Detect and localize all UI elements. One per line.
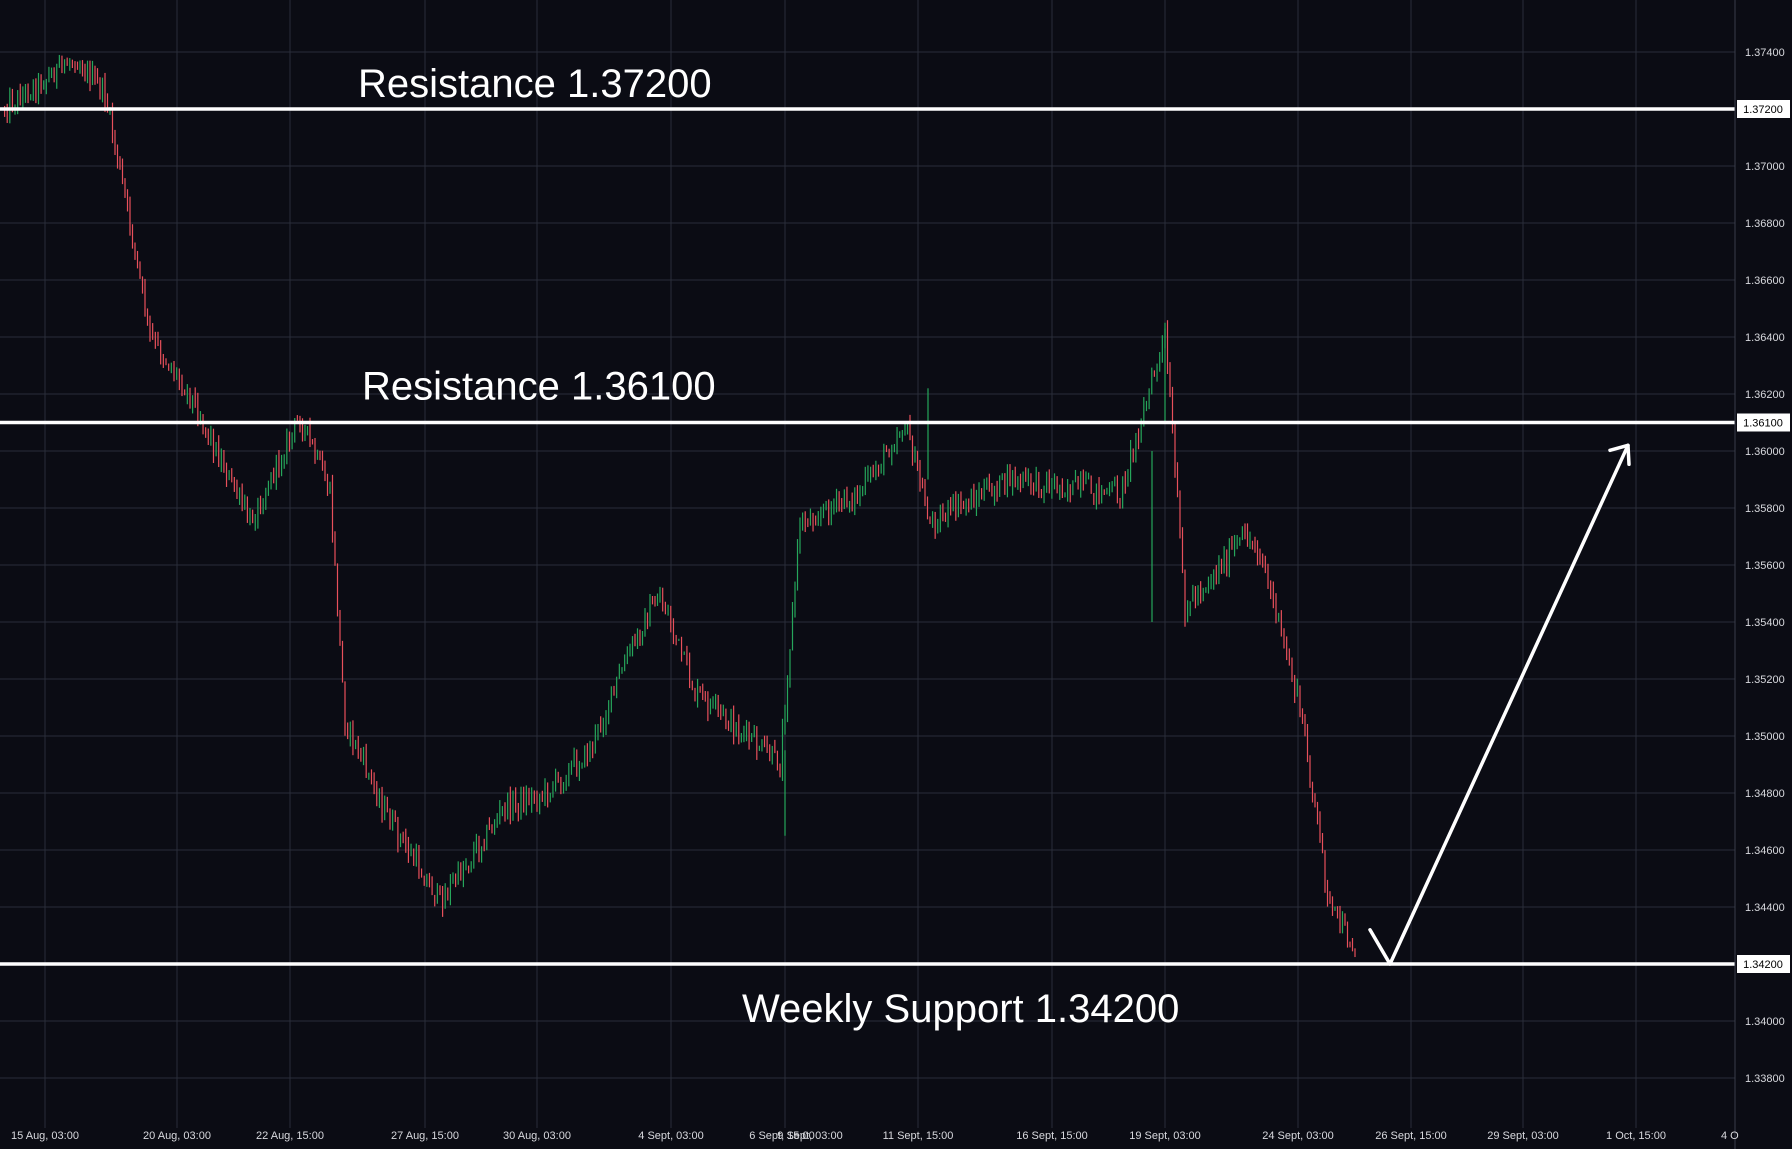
y-tick-label: 1.34400: [1745, 902, 1785, 914]
x-tick-label: 29 Sept, 03:00: [1487, 1130, 1559, 1142]
price-tag-label: 1.36100: [1743, 418, 1783, 430]
x-tick-label: 26 Sept, 15:00: [1375, 1130, 1447, 1142]
price-tags: 1.37200 1.36100 1.34200: [1737, 100, 1790, 973]
y-tick-label: 1.34000: [1745, 1016, 1785, 1028]
horizontal-grid: [0, 51, 1735, 1079]
x-tick-label: 9 Sept, 03:00: [777, 1130, 842, 1142]
level-label: Resistance 1.36100: [362, 365, 716, 409]
y-tick-label: 1.34800: [1745, 788, 1785, 800]
x-tick-label: 15 Aug, 03:00: [11, 1130, 79, 1142]
y-tick-label: 1.36400: [1745, 332, 1785, 344]
y-tick-label: 1.33800: [1745, 1073, 1785, 1085]
x-tick-label: 4 O: [1721, 1130, 1739, 1142]
y-tick-label: 1.35400: [1745, 617, 1785, 629]
x-tick-label: 11 Sept, 15:00: [883, 1130, 954, 1142]
level-label: Resistance 1.37200: [358, 62, 712, 106]
price-tag: [1737, 100, 1790, 118]
price-tag: [1737, 413, 1790, 432]
price-tag-label: 1.34200: [1743, 959, 1783, 971]
x-tick-label: 30 Aug, 03:00: [503, 1130, 571, 1142]
x-tick-label: 24 Sept, 03:00: [1262, 1130, 1334, 1142]
x-tick-label: 19 Sept, 03:00: [1129, 1130, 1201, 1142]
projection-path: [1368, 443, 1630, 966]
price-tag-label: 1.37200: [1743, 104, 1783, 116]
y-tick-label: 1.37400: [1745, 47, 1785, 59]
price-axis[interactable]: 1.33800 1.34000 1.34400 1.34600 1.34800 1.350…: [1745, 47, 1785, 1085]
level-labels: Resistance 1.37200 Resistance 1.36100 Week…: [358, 62, 1179, 1031]
time-axis[interactable]: 15 Aug, 03:00 20 Aug, 03:00 22 Aug, 15:00 2…: [11, 1130, 1739, 1142]
y-tick-label: 1.35800: [1745, 503, 1785, 515]
y-tick-label: 1.35600: [1745, 560, 1785, 572]
y-tick-label: 1.35000: [1745, 731, 1785, 743]
x-tick-label: 6 Sept, 15:00: [749, 1130, 814, 1142]
level-label: Weekly Support 1.34200: [742, 987, 1179, 1031]
y-tick-label: 1.34600: [1745, 845, 1785, 857]
x-tick-label: 16 Sept, 15:00: [1016, 1130, 1088, 1142]
projection-arrow: [1368, 443, 1631, 966]
x-tick-label: 1 Oct, 15:00: [1606, 1130, 1666, 1142]
price-tag: [1737, 955, 1790, 973]
x-tick-label: 4 Sept, 03:00: [638, 1130, 703, 1142]
vertical-grid: [44, 0, 1637, 1128]
y-tick-label: 1.36200: [1745, 389, 1785, 401]
level-lines: [0, 107, 1735, 966]
y-tick-label: 1.36600: [1745, 275, 1785, 287]
candlestick-series: [4, 54, 1356, 958]
x-tick-label: 22 Aug, 15:00: [256, 1130, 324, 1142]
y-tick-label: 1.36000: [1745, 446, 1785, 458]
y-tick-label: 1.37000: [1745, 161, 1785, 173]
x-tick-label: 27 Aug, 15:00: [391, 1130, 459, 1142]
y-tick-label: 1.36800: [1745, 218, 1785, 230]
y-tick-label: 1.35200: [1745, 674, 1785, 686]
arrow-head-icon: [1608, 443, 1631, 467]
x-tick-label: 20 Aug, 03:00: [143, 1130, 211, 1142]
